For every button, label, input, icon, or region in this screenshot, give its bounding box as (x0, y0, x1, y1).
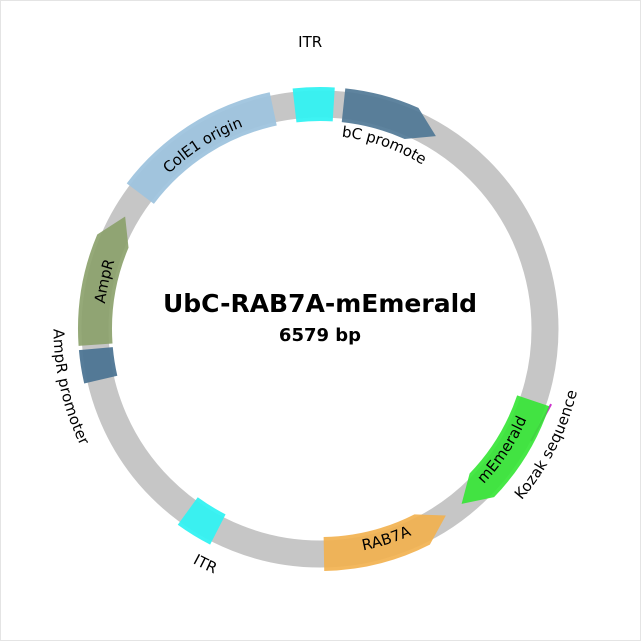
features-layer (78, 87, 552, 571)
plasmid-size: 6579 bp (279, 325, 361, 346)
feature-cole1 (126, 92, 277, 204)
feature-ampr (78, 216, 129, 346)
feature-memerald (461, 395, 550, 504)
feature-ampr-promoter (78, 347, 118, 384)
feature-label-itr-bottom: ITR (190, 551, 220, 578)
feature-itr-top (292, 87, 335, 123)
feature-itr-bottom (177, 497, 226, 545)
plasmid-name: UbC-RAB7A-mEmerald (163, 289, 477, 318)
feature-label-itr-top: ITR (298, 33, 322, 51)
feature-ubc (341, 88, 436, 139)
feature-rab7a (323, 514, 446, 571)
